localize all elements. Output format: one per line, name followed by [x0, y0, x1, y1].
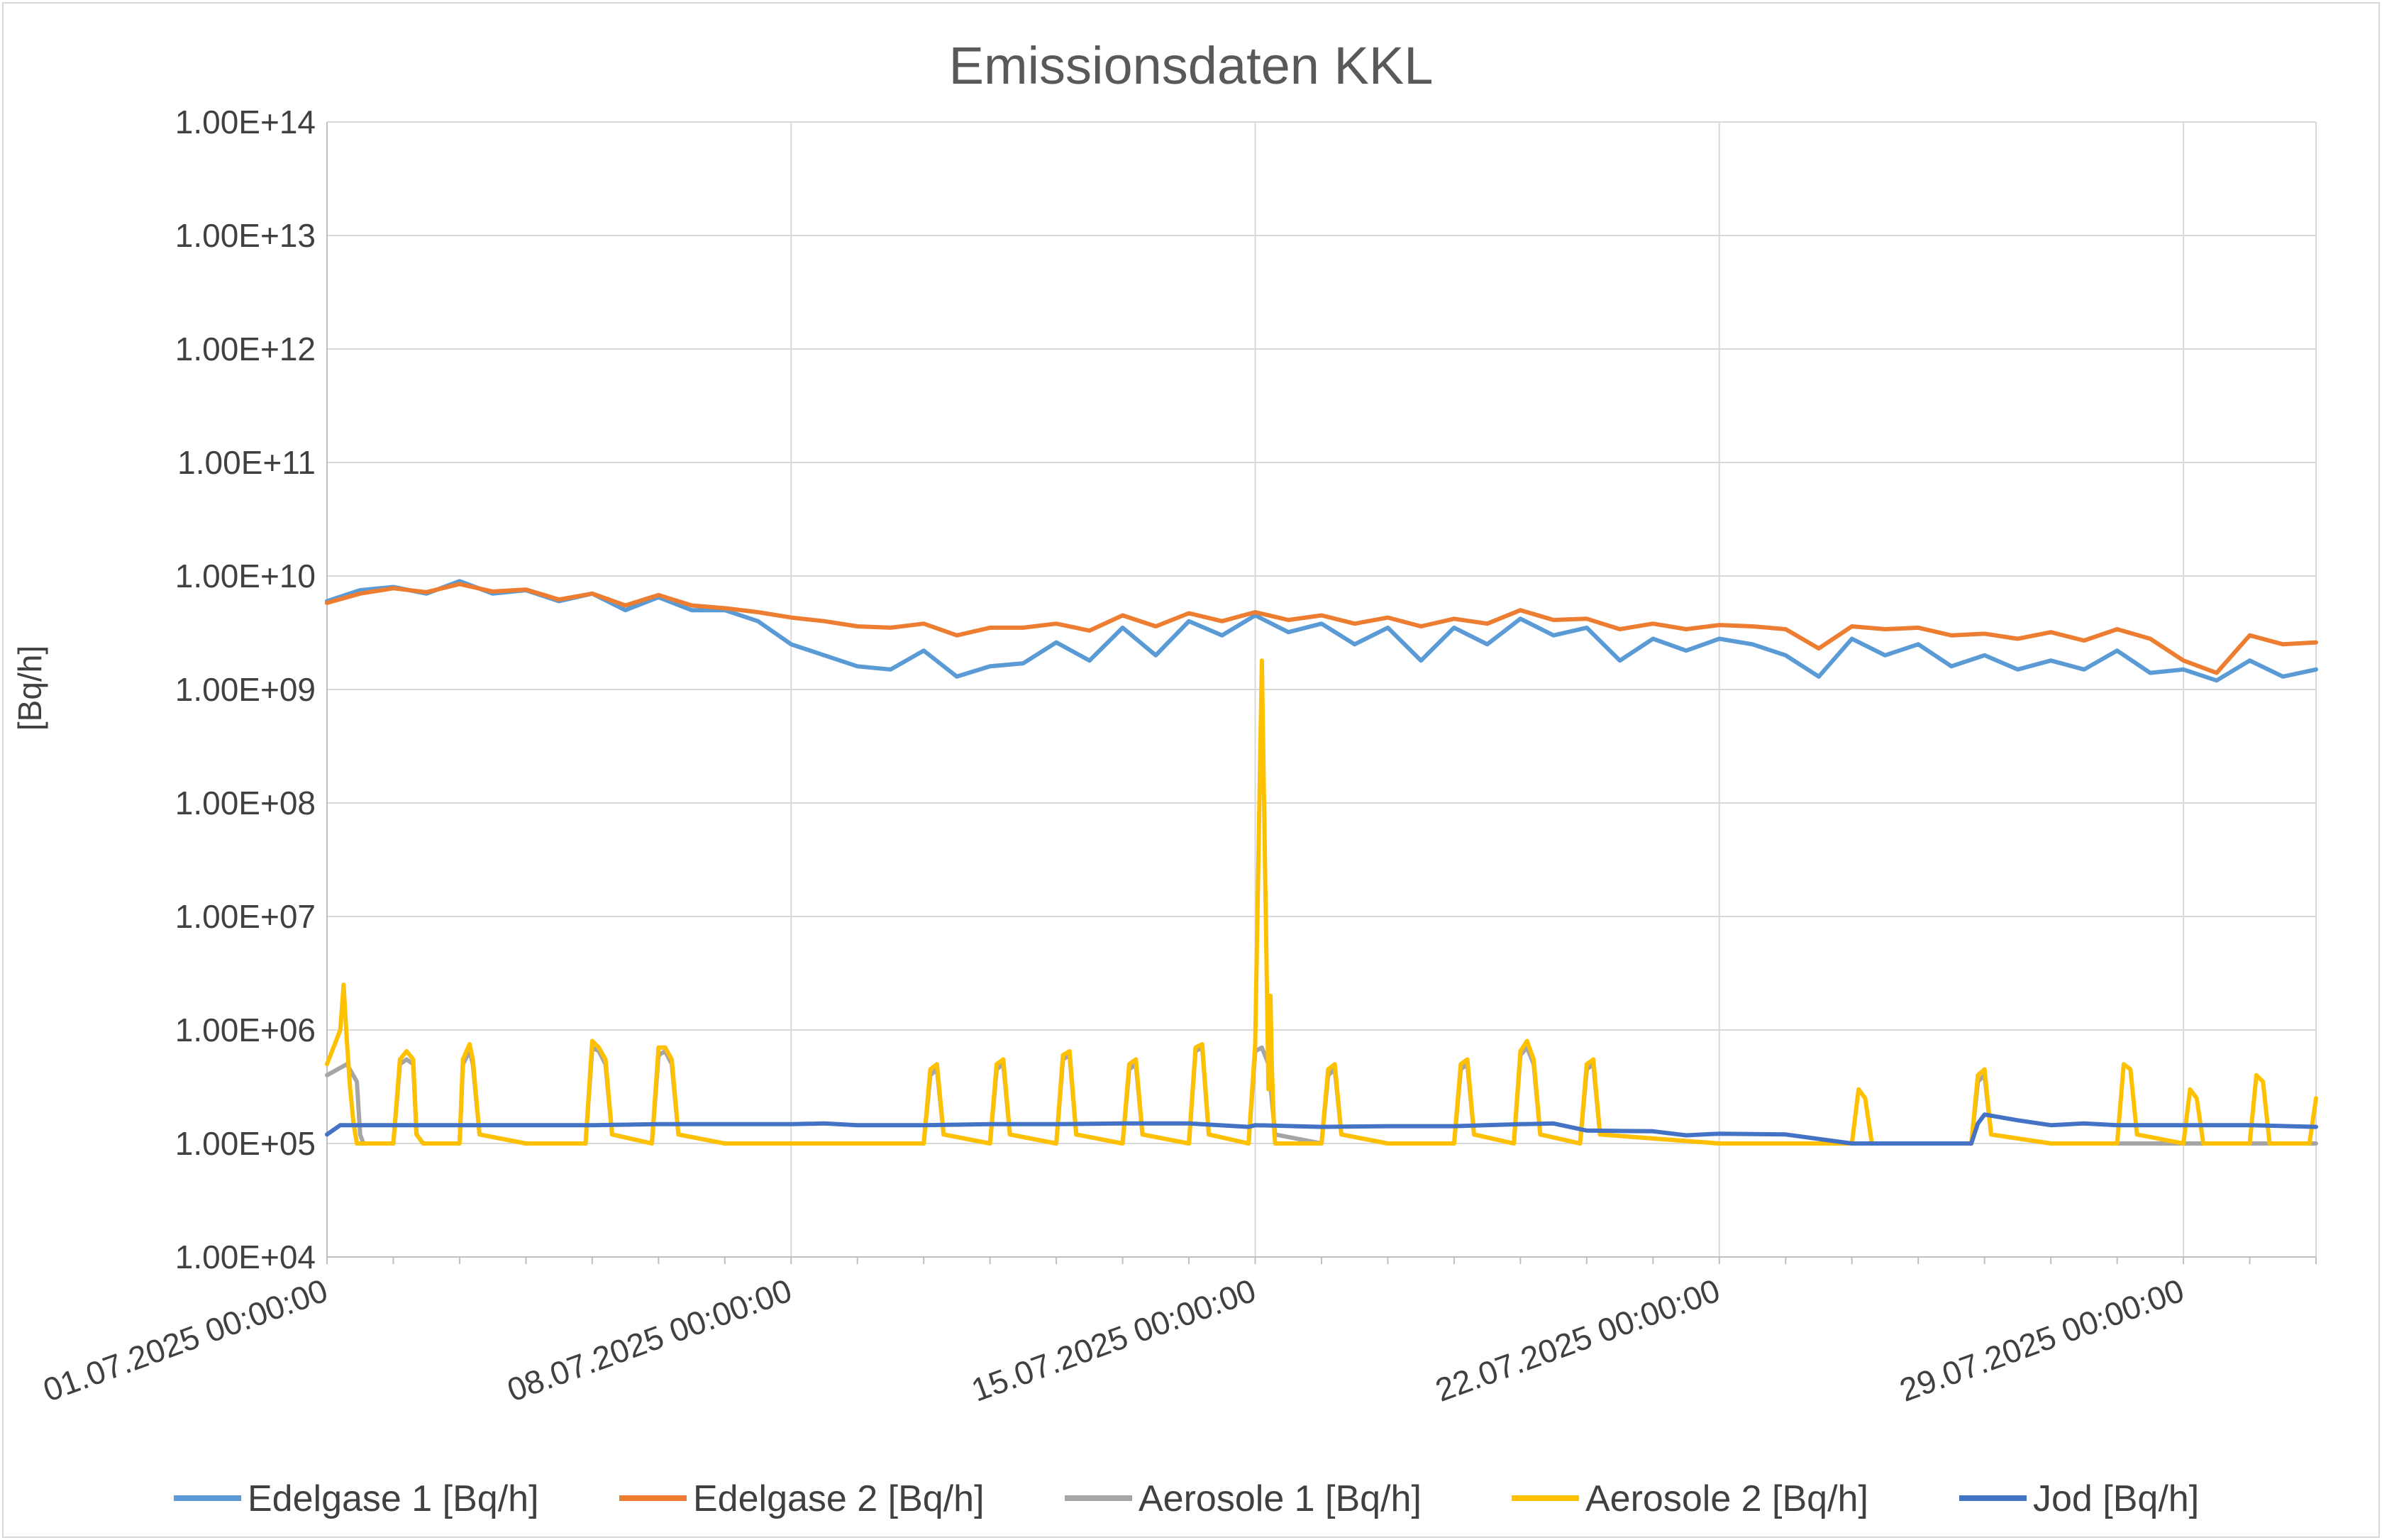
y-tick-label: 1.00E+11 [177, 444, 316, 481]
legend-label: Aerosole 2 [Bq/h] [1585, 1478, 1868, 1519]
x-tick-label: 01.07.2025 00:00:00 [38, 1272, 332, 1409]
chart-title: Emissionsdaten KKL [949, 36, 1434, 95]
legend-item: Edelgase 1 [Bq/h] [174, 1478, 539, 1519]
legend: Edelgase 1 [Bq/h] Edelgase 2 [Bq/h] Aeroso… [174, 1478, 2199, 1519]
legend-label: Aerosole 1 [Bq/h] [1139, 1478, 1422, 1519]
series-layer [325, 579, 2318, 1146]
y-tick-label: 1.00E+06 [175, 1012, 316, 1048]
legend-item: Edelgase 2 [Bq/h] [619, 1478, 985, 1519]
x-tick-label: 08.07.2025 00:00:00 [502, 1272, 796, 1409]
y-axis-label: [Bq/h] [11, 646, 48, 731]
y-tick-label: 1.00E+13 [175, 217, 316, 254]
grid-layer [327, 121, 2317, 1257]
legend-item: Aerosole 2 [Bq/h] [1512, 1478, 1868, 1519]
y-tick-label: 1.00E+10 [175, 558, 316, 594]
y-tick-label: 1.00E+12 [175, 331, 316, 367]
x-tick-label: 15.07.2025 00:00:00 [967, 1272, 1261, 1409]
series-line-edelgase-1-bq-h [325, 579, 2318, 683]
series-line-jod-bq-h [325, 1112, 2318, 1146]
x-tick-label: 29.07.2025 00:00:00 [1895, 1272, 2188, 1409]
y-tick-label: 1.00E+07 [175, 898, 316, 935]
y-tick-label: 1.00E+05 [175, 1125, 316, 1162]
legend-label: Edelgase 2 [Bq/h] [693, 1478, 985, 1519]
x-tick-labels: 01.07.2025 00:00:00 08.07.2025 00:00:00 15… [38, 1272, 2188, 1409]
series-line-edelgase-2-bq-h [325, 582, 2318, 675]
y-tick-label: 1.00E+04 [175, 1239, 316, 1275]
axis-layer [326, 122, 2317, 1264]
series-line-aerosole-2-bq-h [325, 658, 2318, 1146]
legend-item: Jod [Bq/h] [1959, 1478, 2199, 1519]
y-tick-labels: 1.00E+04 1.00E+05 1.00E+06 1.00E+07 1.00E+08… [175, 104, 316, 1275]
legend-label: Edelgase 1 [Bq/h] [248, 1478, 539, 1519]
y-tick-label: 1.00E+14 [175, 104, 316, 140]
legend-item: Aerosole 1 [Bq/h] [1065, 1478, 1422, 1519]
legend-label: Jod [Bq/h] [2033, 1478, 2199, 1519]
x-tick-label: 22.07.2025 00:00:00 [1431, 1272, 1724, 1409]
y-tick-label: 1.00E+09 [175, 671, 316, 708]
y-tick-label: 1.00E+08 [175, 785, 316, 821]
